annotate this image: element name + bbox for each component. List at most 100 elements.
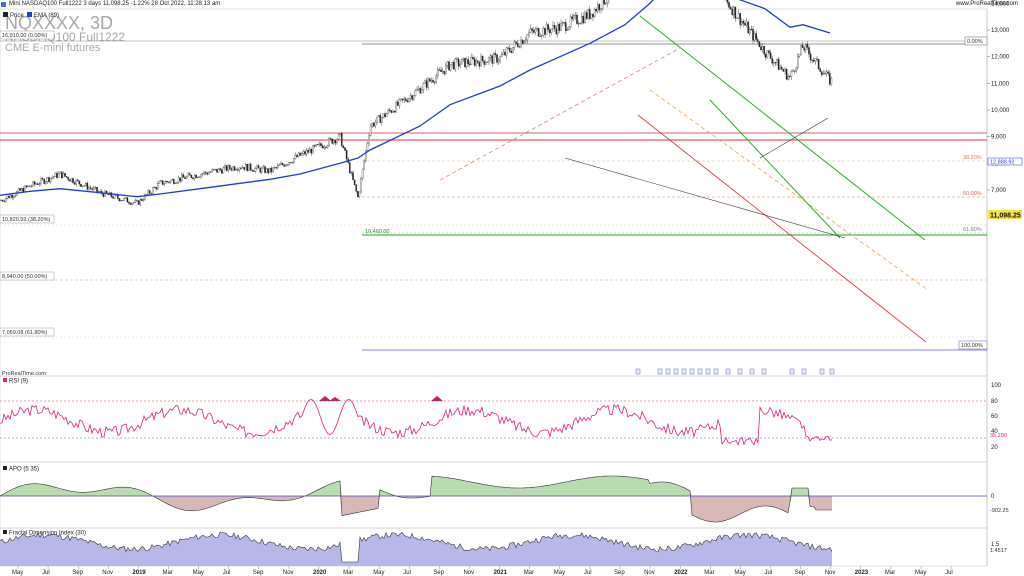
candle-body [361, 168, 364, 179]
candle-body [749, 28, 751, 34]
candle-body [414, 90, 417, 96]
fib-levels [0, 40, 987, 351]
candle-body [505, 47, 508, 56]
candle-body [134, 200, 137, 203]
candle-body [45, 181, 47, 184]
instrument-icon [1, 2, 6, 7]
candle-body [411, 95, 413, 100]
candle-body [469, 63, 471, 65]
candle-body [499, 56, 501, 61]
candle-body [374, 122, 377, 127]
event-marker [697, 368, 703, 375]
candle-body [400, 98, 402, 100]
candle-body [46, 177, 49, 182]
candle-body [537, 28, 540, 37]
event-marker [789, 368, 795, 375]
time-tick: Jul [42, 570, 50, 576]
legend-swatch-ema [27, 12, 32, 17]
candle-body [584, 12, 586, 24]
candle-body [56, 172, 58, 178]
candle-body [137, 200, 140, 205]
candle-body [237, 169, 239, 171]
candle-body [366, 143, 369, 151]
candle-body [464, 57, 466, 68]
candle-body [229, 165, 231, 169]
candle-body [307, 150, 309, 153]
candle-body [739, 13, 741, 25]
candle-body [37, 183, 39, 185]
candle-body [539, 36, 541, 38]
candle-body [131, 202, 133, 205]
apo-negative-area [0, 496, 832, 522]
fdi-panel: Fractal Dimension Index (30) 1.5 1.4517 [0, 530, 1007, 566]
candle-body [568, 26, 570, 30]
candle-body [299, 152, 301, 156]
event-marker [737, 368, 743, 375]
fdi-tick-15: 1.5 [991, 542, 1000, 548]
candle-body [309, 148, 311, 153]
candle-body [89, 187, 92, 189]
candle-body [235, 169, 237, 171]
candle-body [449, 64, 452, 71]
ema-line [0, 0, 831, 198]
time-axis: May Jul Sep Nov 2019 Mar May Jul Sep Nov 2020 Mar Ma… [12, 566, 953, 576]
candle-body [573, 15, 575, 19]
candle-body [331, 138, 333, 144]
time-tick: Jul [945, 570, 953, 576]
event-marker [801, 368, 807, 375]
candle-body [161, 180, 164, 185]
candle-body [755, 33, 757, 40]
candle-body [600, 8, 602, 10]
green-channel-top [639, 15, 926, 241]
site-link[interactable]: www.ProRealTime.com [955, 1, 1018, 7]
rsi-tag: 35.290 [990, 433, 1007, 439]
candle-body [293, 158, 295, 163]
candle-body [787, 76, 789, 80]
candle-body [9, 194, 12, 199]
last-price-tag: 11,098.25 [988, 210, 1022, 220]
candle-body [317, 144, 319, 146]
candle-body [392, 110, 394, 113]
candle-body [78, 180, 81, 185]
candle-body [121, 200, 124, 201]
candle-body [38, 183, 41, 185]
left-level-labels: 16,910.00 (0.00%) 10,820.92 (38.20%) 8,9… [0, 30, 55, 337]
time-tick: Nov [464, 570, 475, 576]
candle-body [168, 181, 170, 183]
time-tick: Mar [885, 570, 895, 576]
candle-body [808, 47, 810, 55]
candle-body [43, 179, 45, 184]
apo-positive-area [0, 476, 832, 496]
time-tick: Nov [102, 570, 113, 576]
time-tick: Mar [524, 570, 534, 576]
candle-body [510, 51, 513, 53]
watermark-desc: CME E-mini futures [5, 42, 101, 54]
candle-body [779, 66, 781, 70]
candle-body [14, 194, 17, 197]
event-marker [705, 368, 711, 375]
candle-body [605, 2, 607, 5]
candle-body [736, 17, 738, 19]
fdi-area [0, 532, 832, 566]
candle-body [85, 183, 87, 186]
candle-body [557, 23, 559, 35]
candle-body [763, 46, 765, 55]
candle-body [171, 179, 173, 181]
fdi-line [0, 531, 833, 563]
red-channel-line [637, 114, 927, 343]
candle-body [425, 80, 428, 88]
candle-body [254, 168, 257, 172]
candle-body [784, 69, 786, 72]
candle-body [822, 73, 825, 75]
candle-body [486, 61, 489, 63]
candle-body [233, 166, 236, 171]
candle-body [1, 200, 4, 202]
candle-body [358, 191, 361, 198]
candle-body [497, 60, 500, 63]
time-tick: Jul [403, 570, 411, 576]
price-tick: 11,000 [991, 81, 1010, 87]
candle-body [246, 164, 249, 172]
candle-body [501, 54, 503, 57]
candle-body [456, 58, 458, 60]
